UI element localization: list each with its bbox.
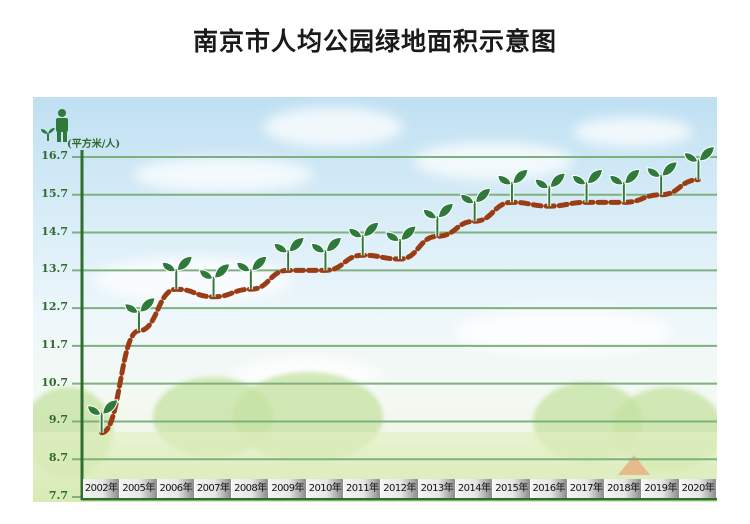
y-tick-label: 11.7 — [41, 337, 68, 351]
y-tick-label: 8.7 — [48, 451, 68, 465]
sprout-marker-icon — [161, 255, 193, 290]
y-tick-label: 12.7 — [41, 300, 68, 314]
sprout-marker-icon — [534, 172, 566, 207]
sprout-marker-icon — [236, 255, 268, 290]
cloud-decoration — [573, 117, 693, 147]
x-tick-label: 2017年 — [567, 479, 606, 498]
sprout-marker-icon — [646, 161, 678, 195]
x-tick-label: 2009年 — [269, 479, 307, 498]
y-tick-label: 10.7 — [41, 375, 68, 389]
cloud-decoration — [413, 142, 573, 180]
sprout-marker-icon — [683, 146, 716, 180]
chart-title: 南京市人均公园绿地面积示意图 — [192, 27, 557, 56]
sprout-marker-icon — [422, 202, 454, 237]
y-tick-label: 7.7 — [48, 489, 68, 502]
person-icon — [40, 108, 76, 148]
x-tick-label: 2006年 — [157, 479, 195, 498]
sprout-marker-icon — [460, 187, 492, 222]
x-tick-label: 2011年 — [344, 479, 382, 498]
cloud-decoration — [453, 307, 673, 357]
x-tick-label: 2007年 — [194, 479, 233, 498]
sprout-markers — [87, 146, 716, 433]
x-tick-label: 2012年 — [381, 479, 419, 498]
y-tick-label: 16.7 — [41, 149, 68, 162]
y-tick-label: 15.7 — [41, 186, 68, 200]
y-tick-label: 9.7 — [48, 413, 68, 427]
x-tick-label: 2014年 — [455, 479, 494, 498]
sprout-marker-icon — [497, 168, 529, 203]
x-axis-labels: 2002年 2005年 2006年 2007年 2008年 2009年 2010年 2011年… — [83, 479, 718, 498]
x-tick-label: 2013年 — [418, 479, 456, 498]
x-tick-label: 2016年 — [530, 479, 568, 498]
x-tick-label: 2020年 — [679, 479, 718, 498]
cloud-decoration — [133, 157, 313, 192]
x-tick-label: 2015年 — [493, 479, 531, 498]
x-tick-label: 2005年 — [120, 479, 158, 498]
sprout-marker-icon — [385, 225, 417, 259]
gridlines — [72, 156, 717, 498]
sprout-icon — [40, 126, 56, 146]
sprout-marker-icon — [199, 263, 231, 297]
y-tick-label: 13.7 — [41, 262, 68, 276]
x-tick-label: 2010年 — [306, 479, 345, 498]
data-line — [99, 177, 701, 436]
x-tick-label: 2008年 — [232, 479, 270, 498]
sprout-marker-icon — [348, 221, 380, 256]
x-tick-label: 2019年 — [642, 479, 680, 498]
x-tick-label: 2002年 — [83, 479, 121, 498]
sprout-marker-icon — [310, 236, 343, 271]
sprout-marker-icon — [87, 399, 119, 433]
y-axis-unit-label: (平方米/人) — [67, 139, 121, 150]
sprout-marker-icon — [609, 168, 641, 203]
sprout-marker-icon — [124, 297, 156, 331]
sprout-marker-icon — [572, 168, 604, 203]
cloud-decoration — [263, 107, 403, 147]
x-tick-label: 2018年 — [605, 479, 643, 498]
sprout-marker-icon — [273, 236, 305, 271]
y-tick-label: 14.7 — [41, 224, 68, 238]
